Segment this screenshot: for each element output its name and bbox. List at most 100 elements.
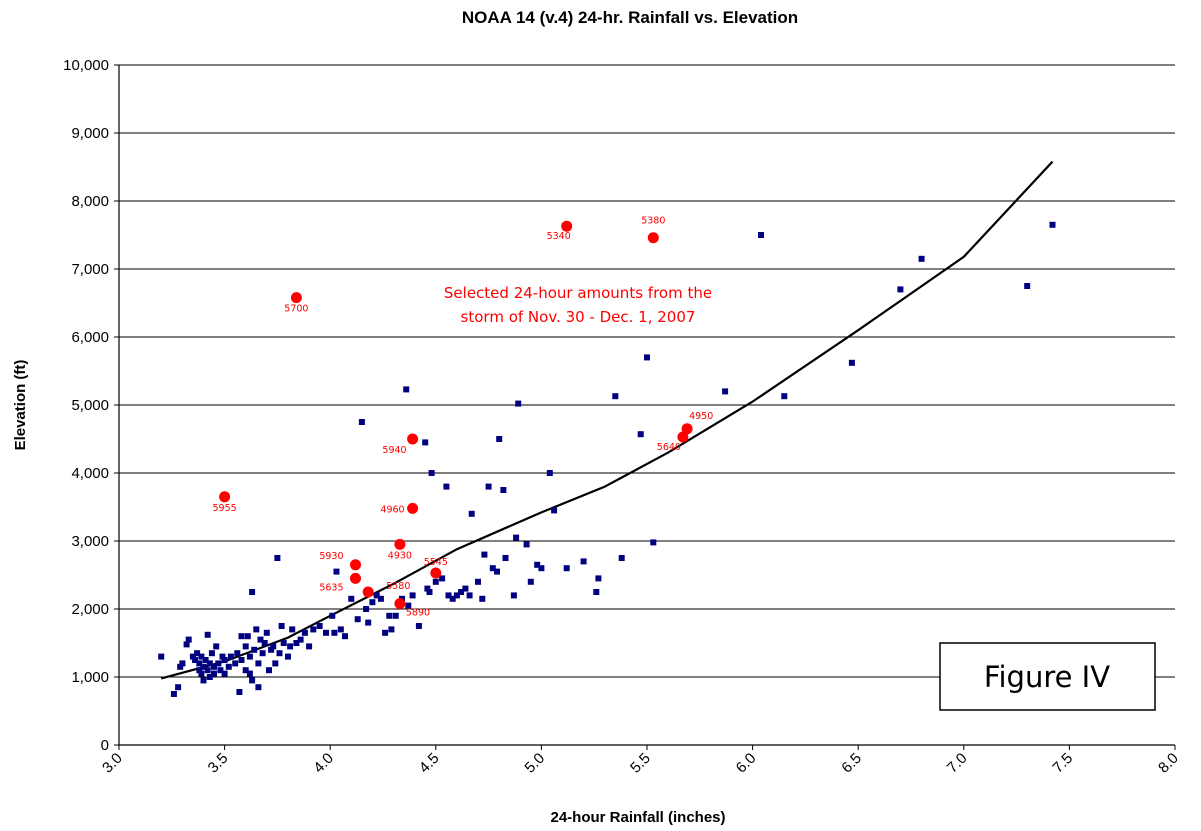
station-point bbox=[215, 660, 222, 667]
station-point bbox=[510, 592, 517, 599]
station-point bbox=[285, 653, 291, 660]
selected-point bbox=[219, 491, 231, 503]
station-point bbox=[424, 585, 431, 592]
station-point bbox=[272, 660, 279, 667]
station-point bbox=[329, 612, 336, 619]
x-tick-label: 7.5 bbox=[1049, 750, 1076, 777]
station-point bbox=[287, 643, 294, 650]
station-point bbox=[196, 667, 203, 674]
station-point bbox=[363, 606, 370, 612]
x-tick-label: 8.0 bbox=[1155, 750, 1182, 777]
station-point bbox=[479, 595, 486, 602]
station-point bbox=[219, 653, 226, 660]
station-point bbox=[221, 670, 228, 677]
annotation: Selected 24-hour amounts from the storm … bbox=[444, 284, 712, 326]
station-point bbox=[848, 359, 855, 366]
station-point bbox=[563, 565, 570, 572]
station-point bbox=[211, 663, 217, 670]
chart-title: NOAA 14 (v.4) 24-hr. Rainfall vs. Elevat… bbox=[462, 8, 798, 27]
selected-point bbox=[407, 433, 419, 445]
station-point bbox=[527, 578, 534, 585]
station-point bbox=[232, 660, 239, 667]
station-point bbox=[249, 589, 256, 595]
selected-point bbox=[290, 292, 302, 304]
station-point bbox=[515, 400, 522, 407]
trendline bbox=[160, 160, 1054, 680]
station-point bbox=[278, 623, 285, 629]
selected-point-label: 4960 bbox=[380, 504, 404, 515]
station-point bbox=[242, 667, 249, 674]
station-point bbox=[426, 589, 433, 595]
station-point bbox=[208, 650, 215, 657]
selected-point-label: 5700 bbox=[284, 304, 308, 315]
station-point bbox=[225, 663, 232, 670]
station-point bbox=[373, 592, 380, 599]
selected-point-label: 5545 bbox=[424, 557, 448, 568]
annotation-line-2: storm of Nov. 30 - Dec. 1, 2007 bbox=[461, 308, 696, 326]
station-point bbox=[177, 663, 184, 670]
station-point bbox=[244, 633, 251, 640]
station-point bbox=[270, 643, 277, 650]
station-point bbox=[580, 558, 587, 565]
station-point bbox=[198, 653, 205, 660]
station-point bbox=[551, 507, 558, 514]
station-point bbox=[382, 629, 389, 636]
selected-point-label: 5640 bbox=[657, 442, 681, 453]
gridlines bbox=[119, 64, 1175, 678]
selected-point bbox=[647, 232, 659, 244]
station-point bbox=[234, 650, 241, 657]
station-point bbox=[202, 657, 209, 663]
station-point bbox=[1024, 283, 1031, 289]
selected-point bbox=[394, 538, 406, 550]
x-tick-label: 4.0 bbox=[310, 750, 337, 777]
selected-point-label: 5955 bbox=[213, 503, 237, 514]
selected-point bbox=[407, 502, 419, 514]
station-point bbox=[200, 677, 207, 684]
station-point bbox=[453, 592, 460, 599]
annotation-line-1: Selected 24-hour amounts from the bbox=[444, 284, 712, 302]
figure-label: Figure IV bbox=[984, 660, 1110, 694]
x-axis-title: 24-hour Rainfall (inches) bbox=[550, 809, 725, 826]
station-point bbox=[513, 534, 520, 541]
station-point bbox=[422, 439, 429, 446]
x-tick-label: 6.0 bbox=[733, 750, 760, 777]
station-point bbox=[316, 623, 323, 629]
station-point bbox=[238, 633, 245, 640]
station-point bbox=[246, 670, 253, 677]
station-point bbox=[253, 626, 260, 633]
selected-point-label: 5340 bbox=[547, 231, 571, 242]
y-tick-label: 10,000 bbox=[63, 57, 109, 74]
station-point bbox=[644, 354, 650, 361]
station-point bbox=[443, 483, 450, 490]
station-point bbox=[221, 657, 228, 663]
selected-point-label: 5930 bbox=[319, 551, 343, 562]
y-tick-label: 7,000 bbox=[71, 261, 109, 278]
station-point bbox=[251, 646, 258, 653]
station-point bbox=[257, 636, 264, 643]
x-tick-labels: 3.0 3.5 4.0 4.5 5.0 5.5 6.0 6.5 7.0 7.5 8.0 bbox=[99, 750, 1182, 777]
station-point bbox=[213, 643, 220, 650]
station-point bbox=[179, 660, 186, 667]
station-point bbox=[263, 629, 270, 636]
station-point bbox=[348, 595, 355, 602]
station-point bbox=[358, 419, 365, 425]
station-point bbox=[432, 578, 439, 585]
station-point bbox=[227, 653, 234, 660]
station-point bbox=[337, 626, 344, 633]
station-point bbox=[489, 565, 496, 572]
station-point bbox=[500, 487, 507, 493]
station-point bbox=[637, 431, 644, 438]
station-point bbox=[198, 670, 205, 677]
station-point bbox=[206, 674, 213, 680]
y-tick-label: 5,000 bbox=[71, 397, 109, 414]
station-point bbox=[534, 561, 541, 568]
station-point bbox=[650, 539, 657, 546]
station-point bbox=[415, 623, 422, 629]
station-point bbox=[246, 653, 253, 660]
station-point bbox=[386, 612, 393, 619]
station-point bbox=[392, 612, 399, 619]
station-point bbox=[462, 585, 469, 592]
station-point bbox=[301, 629, 308, 636]
y-axis-title: Elevation (ft) bbox=[12, 360, 29, 451]
